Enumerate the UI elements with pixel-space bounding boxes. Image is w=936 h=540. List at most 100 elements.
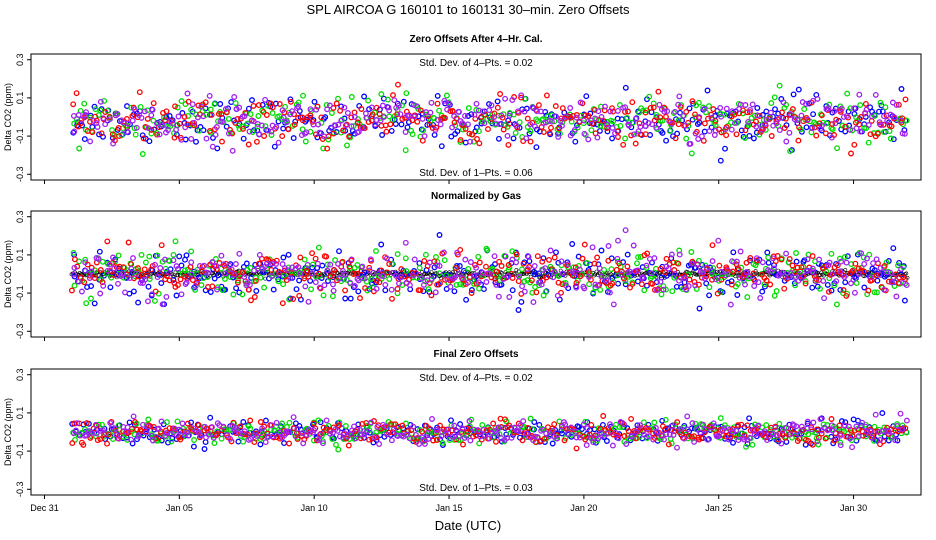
data-point <box>466 130 473 137</box>
data-point <box>261 284 268 291</box>
data-point <box>661 436 667 443</box>
data-point <box>718 268 725 275</box>
data-point <box>605 257 612 264</box>
data-point <box>549 440 556 447</box>
data-point <box>564 430 571 437</box>
data-point <box>518 94 525 101</box>
data-point <box>622 135 629 142</box>
data-point <box>242 110 249 116</box>
data-point <box>672 108 678 115</box>
data-point <box>290 425 297 432</box>
data-point <box>742 127 749 134</box>
data-point <box>586 274 592 280</box>
data-point <box>243 260 250 267</box>
data-point <box>142 276 149 283</box>
data-point <box>871 112 878 119</box>
data-point <box>602 103 608 110</box>
data-point <box>295 264 302 271</box>
data-point <box>717 157 724 164</box>
data-point <box>68 287 75 294</box>
data-point <box>299 114 306 121</box>
data-point <box>710 420 717 427</box>
data-point <box>888 123 895 130</box>
data-point <box>386 261 393 267</box>
data-point <box>635 254 642 261</box>
data-point <box>804 116 811 123</box>
data-point <box>732 120 738 127</box>
data-point <box>449 124 456 131</box>
data-point <box>276 271 283 277</box>
data-point <box>366 436 373 443</box>
data-point <box>227 435 234 442</box>
data-point <box>592 273 597 278</box>
data-point <box>376 441 383 447</box>
x-tick-label: Jan 15 <box>436 503 463 513</box>
data-point <box>189 101 196 108</box>
series-gas-4 <box>70 90 908 154</box>
data-point <box>110 272 117 279</box>
data-point <box>192 283 199 289</box>
data-point <box>405 113 412 119</box>
data-point <box>324 267 331 274</box>
data-point <box>657 114 664 121</box>
data-point <box>145 283 152 290</box>
data-point <box>776 420 783 427</box>
data-point <box>142 124 149 130</box>
data-point <box>465 279 471 286</box>
data-point <box>746 109 753 116</box>
data-point <box>259 107 266 114</box>
data-point <box>416 260 423 267</box>
data-point <box>559 270 566 277</box>
data-point <box>87 118 93 125</box>
data-point <box>247 111 254 118</box>
data-point <box>694 426 701 433</box>
data-point <box>674 419 681 426</box>
data-point <box>175 265 182 272</box>
data-point <box>553 113 559 120</box>
data-point <box>205 270 211 276</box>
data-point <box>248 297 254 304</box>
data-point <box>399 102 406 109</box>
data-point <box>510 135 517 142</box>
data-point <box>388 286 395 293</box>
data-point <box>376 111 383 118</box>
data-point <box>442 115 448 122</box>
data-point <box>692 111 698 118</box>
data-point <box>809 265 816 272</box>
data-point <box>386 107 393 114</box>
data-point <box>799 427 806 434</box>
data-point <box>605 243 612 249</box>
data-point <box>581 130 588 137</box>
data-point <box>256 430 263 437</box>
data-point <box>200 113 207 120</box>
data-point <box>603 438 610 444</box>
data-point <box>527 121 534 128</box>
data-point <box>629 99 636 106</box>
data-point <box>466 274 473 281</box>
data-point <box>506 120 513 127</box>
data-point <box>794 264 801 271</box>
data-point <box>213 263 220 270</box>
data-point <box>303 268 310 274</box>
data-point <box>585 136 592 143</box>
data-point <box>402 255 409 262</box>
data-point <box>451 113 458 120</box>
data-point <box>857 128 864 135</box>
data-point <box>138 114 145 121</box>
data-point <box>222 286 229 293</box>
data-point <box>651 286 658 293</box>
data-point <box>228 99 235 106</box>
data-point <box>355 288 362 295</box>
data-point <box>316 129 323 136</box>
data-point <box>855 271 862 278</box>
data-point <box>333 441 339 448</box>
data-point <box>851 105 858 112</box>
data-point <box>534 434 541 441</box>
data-point <box>201 446 208 452</box>
data-point <box>532 123 538 130</box>
data-point <box>91 300 98 307</box>
data-point <box>842 128 849 135</box>
data-point <box>640 419 647 426</box>
data-point <box>577 273 584 280</box>
